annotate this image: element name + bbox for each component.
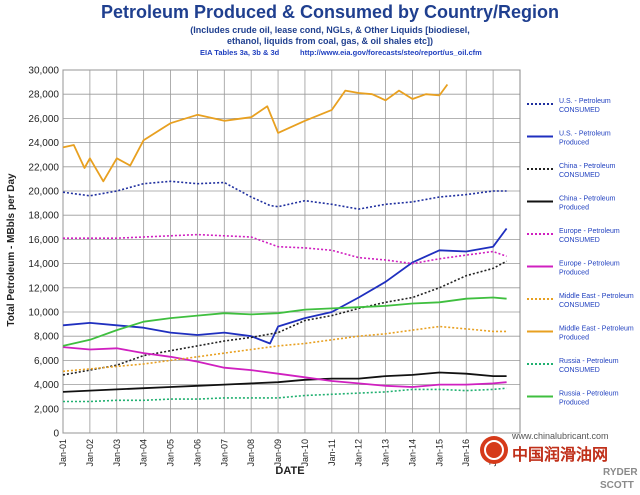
x-tick-label: Jan-11 xyxy=(327,439,337,466)
legend-label-6: Middle East - Petroleum CONSUMED xyxy=(559,293,634,309)
legend-label-1: U.S. - Petroleum Produced xyxy=(559,131,611,147)
y-tick-label: 2,000 xyxy=(34,404,59,415)
series-line-9 xyxy=(62,296,507,347)
watermark-site: www.chinalubricant.com xyxy=(511,431,609,441)
series-line-8 xyxy=(63,387,507,403)
series-line-7 xyxy=(62,83,449,183)
watermark: www.chinalubricant.com 中国润滑油网 RYDER SCOT… xyxy=(480,431,638,491)
source-url: http://www.eia.gov/forecasts/steo/report… xyxy=(300,48,482,57)
y-tick-label: 16,000 xyxy=(28,235,59,246)
series-line-3 xyxy=(62,371,507,393)
series-line-4 xyxy=(63,233,507,265)
y-axis-title: Total Petroleum - MBbls per Day xyxy=(6,173,17,327)
y-tick-label: 14,000 xyxy=(28,259,59,270)
y-tick-label: 18,000 xyxy=(28,211,59,222)
x-tick-label: Jan-13 xyxy=(381,439,391,467)
legend-label-2: China - Petroleum CONSUMED xyxy=(559,163,616,179)
y-tick-label: 4,000 xyxy=(34,380,59,391)
series-line-1 xyxy=(62,227,508,345)
x-tick-label: Jan-03 xyxy=(112,439,122,467)
x-tick-label: Jan-07 xyxy=(219,439,229,467)
x-axis-title: DATE xyxy=(275,465,304,477)
x-tick-label: Jan-14 xyxy=(407,439,417,467)
legend-label-9: Russia - Petroleum Produced xyxy=(559,391,619,407)
x-tick-label: Jan-01 xyxy=(58,439,68,467)
legend-label-4: Europe - Petroleum CONSUMED xyxy=(559,228,620,244)
legend-label-5: Europe - Petroleum Produced xyxy=(559,261,620,277)
legend: U.S. - Petroleum CONSUMED U.S. - Petroleum… xyxy=(527,98,634,407)
series-line-6 xyxy=(62,325,507,373)
chart-subtitle-line2: ethanol, liquids from coal, gas, & oil s… xyxy=(227,36,433,46)
watermark-name-cn: 中国润滑油网 xyxy=(512,445,608,464)
watermark-company-line2: SCOTT xyxy=(600,480,634,491)
plot-area: 0 2,000 4,000 6,000 8,000 10,000 12,000 14,000 1… xyxy=(28,66,521,467)
y-tick-label: 20,000 xyxy=(28,187,59,198)
y-tick-label: 26,000 xyxy=(28,114,59,125)
y-tick-label: 0 xyxy=(53,429,59,440)
chart-subtitle-line1: (Includes crude oil, lease cond, NGLs, &… xyxy=(190,25,470,35)
legend-label-0: U.S. - Petroleum CONSUMED xyxy=(559,98,611,114)
watermark-company-line1: RYDER xyxy=(603,467,638,478)
y-tick-label: 8,000 xyxy=(34,332,59,343)
x-tick-label: Jan-12 xyxy=(354,439,364,467)
legend-label-8: Russia - Petroleum CONSUMED xyxy=(559,358,619,374)
source-label: EIA Tables 3a, 3b & 3d xyxy=(200,48,280,57)
legend-label-3: China - Petroleum Produced xyxy=(559,196,616,212)
x-tick-label: Jan-06 xyxy=(192,439,202,467)
watermark-logo-ring xyxy=(484,440,504,460)
x-tick-label: Jan-16 xyxy=(461,439,471,467)
y-tick-label: 28,000 xyxy=(28,90,59,101)
x-tick-label: Jan-08 xyxy=(246,439,256,467)
x-tick-label: Jan-02 xyxy=(85,439,95,467)
y-tick-label: 24,000 xyxy=(28,138,59,149)
series-line-2 xyxy=(62,260,507,376)
x-tick-label: Jan-04 xyxy=(139,439,149,467)
legend-label-7: Middle East - Petroleum Produced xyxy=(559,326,634,342)
y-tick-label: 30,000 xyxy=(28,66,59,77)
y-tick-label: 10,000 xyxy=(28,308,59,319)
x-tick-label: Jan-09 xyxy=(273,439,283,467)
y-tick-label: 6,000 xyxy=(34,356,59,367)
y-tick-label: 12,000 xyxy=(28,283,59,294)
chart-title: Petroleum Produced & Consumed by Country… xyxy=(101,2,559,22)
y-tick-label: 22,000 xyxy=(28,162,59,173)
x-tick-label: Jan-05 xyxy=(166,439,176,467)
x-tick-label: Jan-15 xyxy=(434,439,444,467)
series-line-5 xyxy=(62,346,507,388)
x-tick-label: Jan-10 xyxy=(300,439,310,467)
